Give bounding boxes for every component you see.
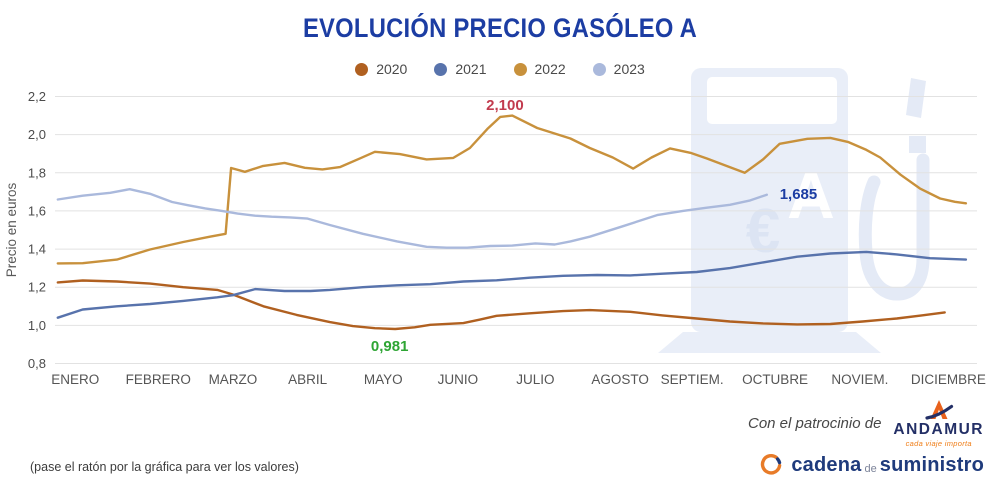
legend-item-2023[interactable]: 2023	[592, 61, 645, 77]
andamur-a-icon	[925, 400, 953, 420]
series-line-2023	[56, 187, 768, 249]
plot-hover-area[interactable]	[55, 88, 977, 376]
y-tick-label: 1,6	[28, 203, 46, 218]
legend-label-2020: 2020	[376, 61, 408, 77]
legend-label-2021: 2021	[455, 61, 487, 77]
y-tick-label: 1,0	[28, 318, 46, 333]
hover-hint-note: (pase el ratón por la gráfica para ver l…	[30, 460, 299, 474]
fuel-pump-watermark: € A	[658, 68, 930, 353]
legend-dot-2021	[434, 62, 448, 76]
pump-hose	[858, 153, 930, 301]
x-tick-label: JUNIO	[438, 372, 479, 387]
x-tick-label: MARZO	[209, 372, 258, 387]
andamur-logo[interactable]: ANDAMUR cada viaje importa	[893, 400, 984, 447]
y-tick-label: 0,8	[28, 356, 46, 371]
andamur-wordmark: ANDAMUR	[893, 421, 984, 438]
annotation-2023: 1,685	[780, 186, 818, 203]
legend-item-2021[interactable]: 2021	[434, 61, 487, 77]
x-tick-label: SEPTIEM.	[661, 372, 724, 387]
sponsor-prefix-text: Con el patrocinio de	[748, 415, 882, 432]
euro-symbol-watermark: €	[746, 197, 780, 266]
y-tick-label: 2,2	[28, 89, 46, 104]
y-axis-title: Precio en euros	[4, 182, 19, 277]
y-tick-label: 2,0	[28, 127, 46, 142]
sponsor-block: Con el patrocinio de ANDAMUR cada viaje …	[748, 400, 984, 447]
pump-nozzle-joint	[909, 136, 926, 153]
x-tick-label: FEBRERO	[126, 372, 191, 387]
x-tick-label: NOVIEM.	[831, 372, 888, 387]
legend-label-2023: 2023	[613, 61, 645, 77]
x-tick-label: AGOSTO	[591, 372, 649, 387]
x-tick-label: OCTUBRE	[742, 372, 808, 387]
legend-dot-2020	[355, 62, 369, 76]
legend-label-2022: 2022	[534, 61, 566, 77]
y-tick-label: 1,8	[28, 165, 46, 180]
cadena-wordmark: cadena de suministro	[791, 453, 984, 476]
letter-a-watermark: A	[787, 158, 835, 232]
series-line-2022	[56, 114, 968, 265]
legend-dot-2022	[513, 62, 527, 76]
y-tick-label: 1,2	[28, 280, 46, 295]
y-tick-label: 1,4	[28, 242, 46, 257]
pump-nozzle-handle	[906, 78, 926, 118]
x-tick-label: ENERO	[51, 372, 99, 387]
x-tick-label: ABRIL	[288, 372, 328, 387]
cadena-circle-icon	[761, 454, 782, 475]
x-tick-label: JULIO	[516, 372, 554, 387]
chart-legend: 2020 2021 2022 2023	[0, 61, 1000, 77]
x-tick-label: MAYO	[364, 372, 403, 387]
page-title: EVOLUCIÓN PRECIO GASÓLEO A	[302, 13, 698, 43]
annotation-2020: 0,981	[371, 338, 409, 355]
series-line-2020	[56, 279, 946, 331]
annotation-2022: 2,100	[486, 97, 524, 114]
legend-dot-2023	[592, 62, 606, 76]
series-line-2021	[56, 250, 968, 319]
andamur-tagline: cada viaje importa	[905, 438, 972, 448]
legend-item-2020[interactable]: 2020	[355, 61, 407, 77]
x-tick-label: DICIEMBRE	[911, 372, 986, 387]
cadena-de-suministro-logo[interactable]: cadena de suministro	[759, 453, 984, 477]
legend-item-2022[interactable]: 2022	[513, 61, 566, 77]
